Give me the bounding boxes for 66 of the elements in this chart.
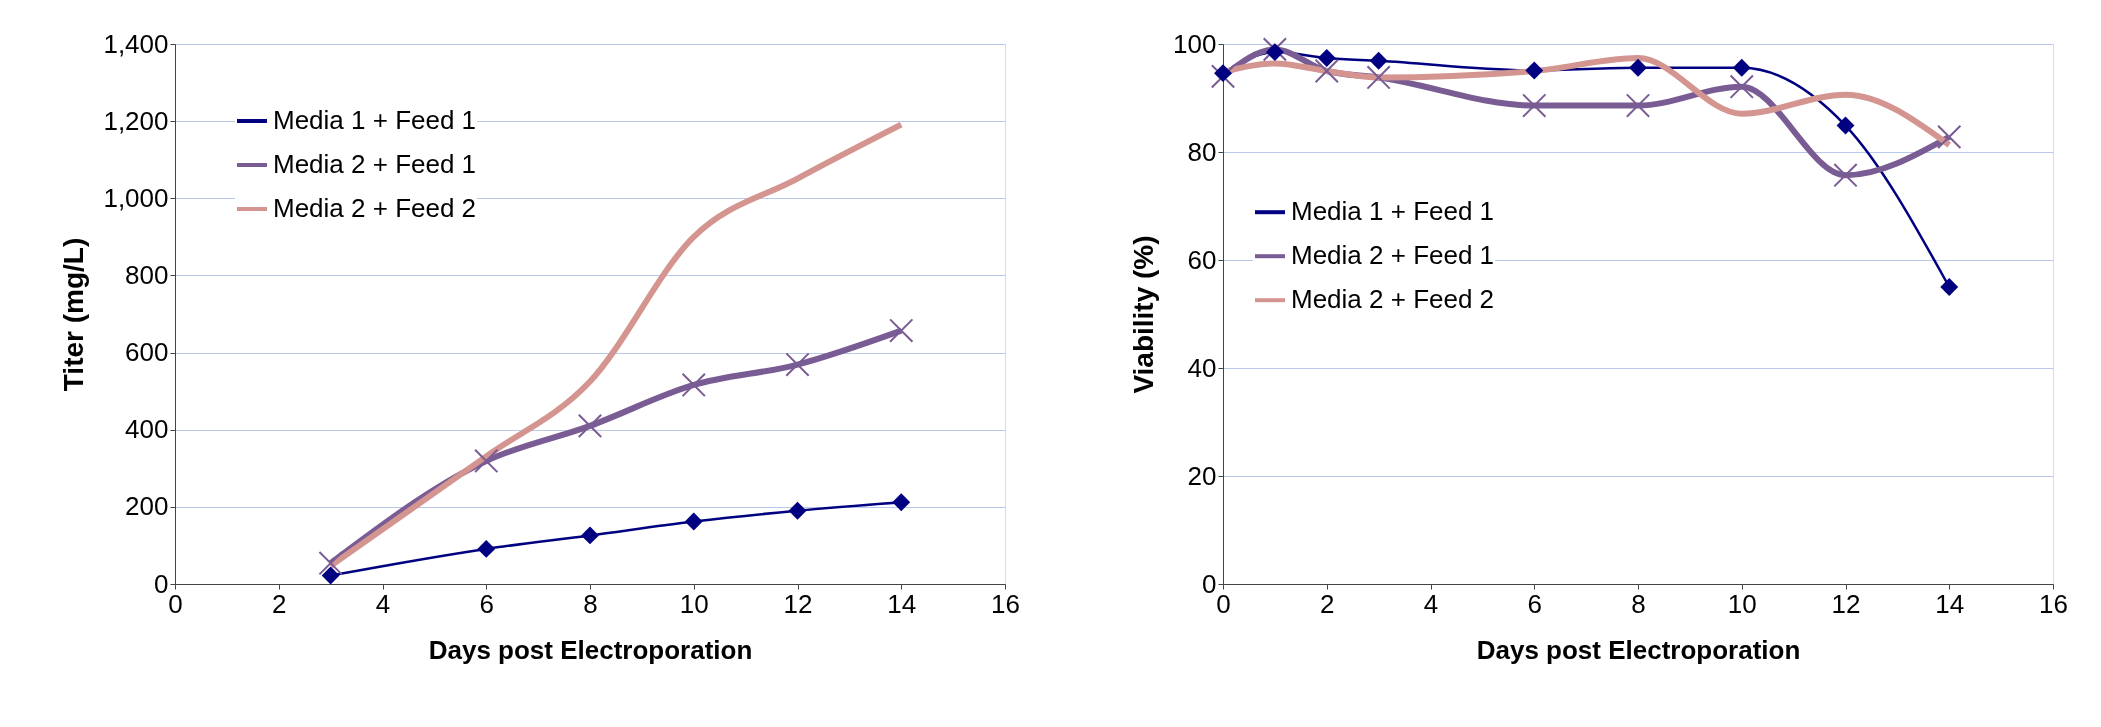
- x-tick-label: 8: [1631, 588, 1646, 619]
- point: [788, 501, 807, 520]
- point: [474, 448, 499, 474]
- point: [1940, 278, 1959, 296]
- point: [1937, 124, 1962, 150]
- x-tick-label: 4: [1423, 588, 1439, 619]
- legend-label: Media 2 + Feed 1: [1291, 240, 1495, 271]
- x-axis-title: Days post Electroporation: [428, 634, 753, 665]
- x-tick-label: 2: [1320, 588, 1335, 619]
- y-axis-title: Viability (%): [1128, 235, 1160, 394]
- y-tick-label: 60: [1187, 244, 1217, 275]
- x-tick-label: 14: [1935, 588, 1965, 619]
- y-tick-label: 20: [1187, 460, 1217, 491]
- point: [1833, 163, 1858, 188]
- y-tick-label: 400: [125, 414, 169, 445]
- point: [1214, 64, 1232, 83]
- point: [581, 526, 599, 545]
- y-axis-title: Titer (mg/L): [58, 237, 90, 392]
- point: [1729, 74, 1754, 99]
- x-tick-label: 10: [1727, 588, 1757, 619]
- y-tick-label: 200: [125, 491, 169, 522]
- legend-label: Media 1 + Feed 1: [273, 105, 477, 135]
- point: [1525, 61, 1544, 80]
- x-axis-title: Days post Electroporation: [1476, 634, 1801, 665]
- point: [889, 318, 914, 343]
- x-tick-label: 4: [375, 588, 391, 619]
- point: [785, 352, 810, 377]
- x-tick-label: 10: [679, 588, 709, 619]
- x-tick-label: 6: [479, 588, 494, 619]
- point: [892, 493, 911, 512]
- y-tick-label: 1,400: [103, 28, 169, 59]
- point: [1265, 43, 1284, 62]
- legend-label: Media 2 + Feed 1: [273, 149, 477, 179]
- x-tick-label: 14: [887, 588, 917, 619]
- y-tick-label: 0: [154, 568, 169, 599]
- point: [1522, 93, 1547, 118]
- legend-label: Media 2 + Feed 2: [273, 193, 477, 223]
- point: [318, 550, 343, 576]
- point: [1836, 116, 1855, 135]
- point: [1317, 49, 1336, 67]
- y-tick-label: 40: [1187, 352, 1217, 383]
- y-tick-label: 0: [1202, 568, 1217, 599]
- y-tick-label: 80: [1187, 136, 1217, 167]
- x-tick-label: 16: [2039, 588, 2068, 619]
- x-tick-label: 16: [991, 588, 1020, 619]
- point: [681, 372, 706, 398]
- y-tick-label: 1,000: [103, 182, 169, 213]
- legend-label: Media 1 + Feed 1: [1291, 196, 1495, 227]
- point: [1629, 58, 1647, 77]
- x-tick-label: 2: [272, 588, 287, 619]
- x-tick-label: 12: [1831, 588, 1861, 619]
- y-tick-label: 1,200: [103, 105, 169, 136]
- point: [477, 539, 496, 558]
- y-tick-label: 100: [1173, 28, 1217, 59]
- point: [684, 512, 703, 531]
- x-tick-label: 8: [583, 588, 598, 619]
- point: [321, 566, 340, 585]
- y-tick-label: 600: [125, 337, 169, 368]
- legend-label: Media 2 + Feed 2: [1291, 284, 1495, 315]
- x-tick-label: 6: [1527, 588, 1542, 619]
- y-tick-label: 800: [125, 259, 169, 290]
- point: [1625, 93, 1651, 118]
- point: [1732, 58, 1751, 77]
- point: [1369, 51, 1388, 70]
- x-tick-label: 12: [783, 588, 813, 619]
- point: [577, 413, 603, 439]
